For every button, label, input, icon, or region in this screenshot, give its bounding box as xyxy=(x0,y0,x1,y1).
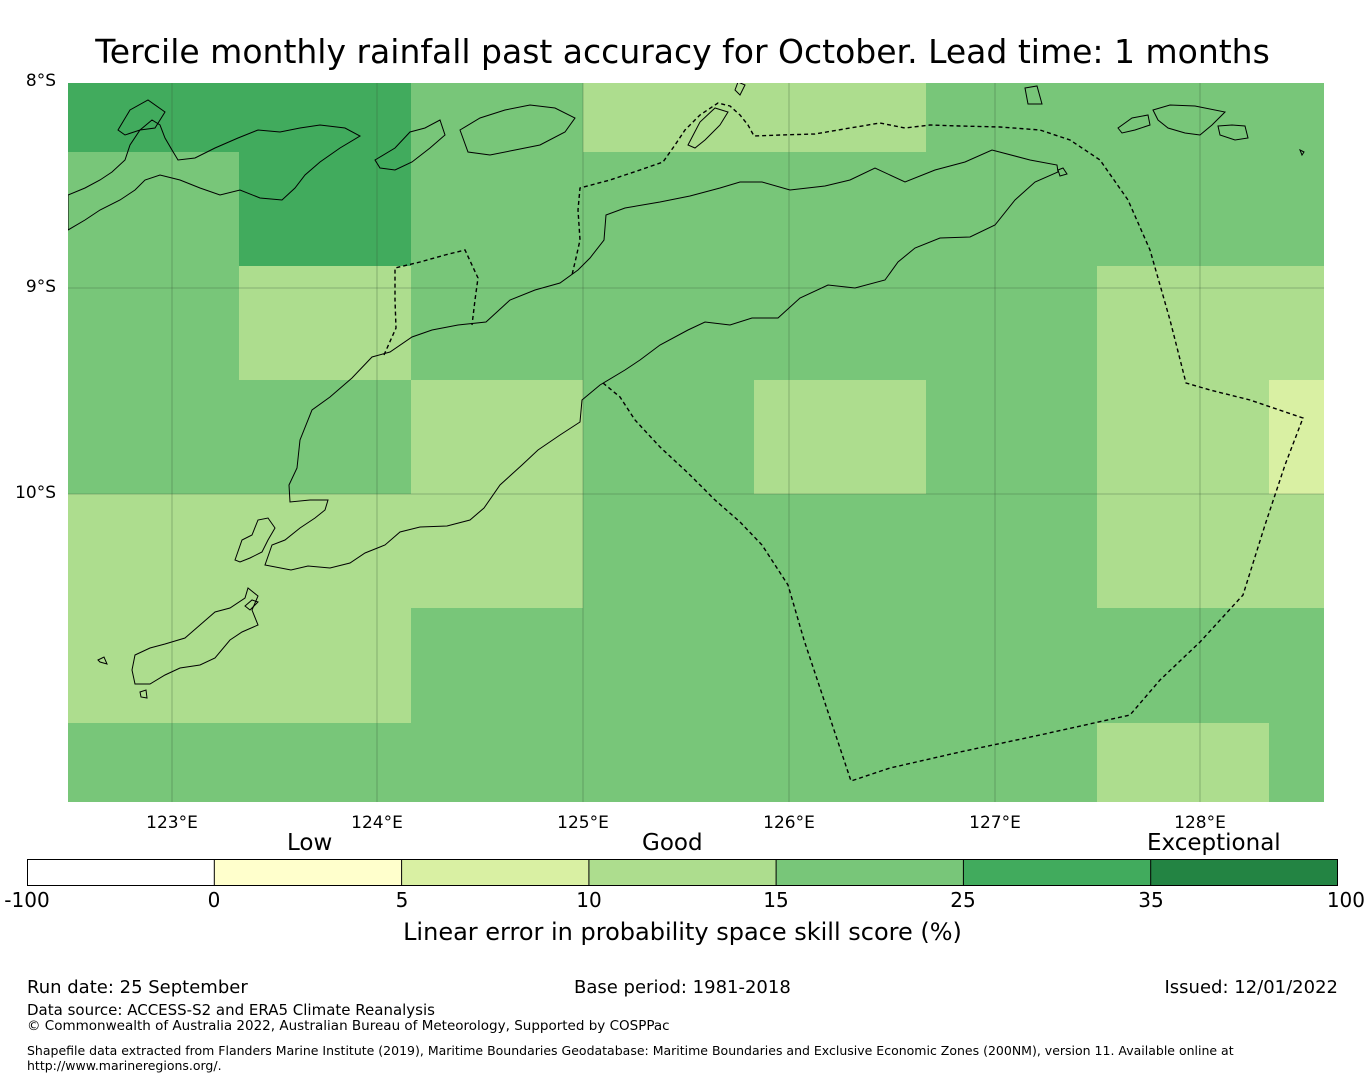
category-low: Low xyxy=(287,830,333,856)
lon-label-124e: 124°E xyxy=(351,813,403,833)
grid-cell xyxy=(411,608,1324,723)
copyright-notice: © Commonwealth of Australia 2022, Austra… xyxy=(27,1018,670,1034)
grid-cell xyxy=(68,723,1097,802)
colorbar-label: Linear error in probability space skill … xyxy=(403,918,962,946)
colorbar-segment xyxy=(963,859,1151,886)
issued-date: Issued: 12/01/2022 xyxy=(1164,977,1338,998)
timor-island-coastline xyxy=(264,149,1059,571)
lon-label-125e: 125°E xyxy=(557,813,609,833)
lat-label-8s: 8°S xyxy=(25,71,56,91)
grid-cell xyxy=(68,608,411,723)
lat-label-9s: 9°S xyxy=(25,277,56,297)
lat-label-10s: 10°S xyxy=(15,483,56,503)
grid-cell xyxy=(239,83,411,266)
grid-cell xyxy=(926,380,1097,494)
grid-cell xyxy=(1097,380,1269,494)
grid-cell xyxy=(68,494,583,608)
colorbar-tick: 25 xyxy=(950,888,976,912)
shapefile-credit-line2: http://www.marineregions.org/. xyxy=(27,1058,222,1073)
grid-cell xyxy=(411,83,583,266)
skill-grid xyxy=(68,83,1324,802)
base-period: Base period: 1981-2018 xyxy=(574,977,791,998)
colorbar-tick: 5 xyxy=(395,888,409,912)
run-date: Run date: 25 September xyxy=(27,977,248,998)
colorbar-segment xyxy=(1150,859,1338,886)
grid-cell xyxy=(1097,494,1324,608)
colorbar-tick: 100 xyxy=(1326,888,1365,912)
colorbar-segment xyxy=(588,859,777,886)
grid-cell xyxy=(68,266,239,380)
grid-cell xyxy=(411,266,1097,380)
data-source: Data source: ACCESS-S2 and ERA5 Climate … xyxy=(27,1001,435,1019)
grid-cell xyxy=(754,380,926,494)
category-exceptional: Exceptional xyxy=(1147,830,1281,856)
oecusse-eez-boundary xyxy=(383,249,479,356)
grid-cell xyxy=(926,83,1324,266)
lon-label-126e: 126°E xyxy=(763,813,815,833)
grid-cell xyxy=(411,380,583,494)
grid-cell xyxy=(1269,380,1324,494)
colorbar xyxy=(27,859,1338,886)
wetar-island-coastline xyxy=(687,107,729,149)
colorbar-tick: 35 xyxy=(1138,888,1164,912)
colorbar-segment xyxy=(776,859,964,886)
colorbar-tick: -100 xyxy=(4,888,50,912)
colorbar-segment xyxy=(214,859,402,886)
grid-cell xyxy=(1269,723,1324,802)
grid-cell xyxy=(239,266,411,380)
grid-cell xyxy=(583,380,754,494)
grid-cell xyxy=(68,152,239,266)
grid-cell xyxy=(583,83,926,152)
colorbar-segment xyxy=(401,859,589,886)
category-good: Good xyxy=(642,830,703,856)
grid-cell xyxy=(583,152,926,266)
skill-score-map xyxy=(68,83,1324,802)
lon-label-123e: 123°E xyxy=(146,813,198,833)
grid-cell xyxy=(1097,723,1269,802)
timor-leste-eez-boundary xyxy=(571,102,1304,782)
grid-cell xyxy=(68,380,411,494)
lon-label-128e: 128°E xyxy=(1174,813,1226,833)
colorbar-tick: 10 xyxy=(576,888,602,912)
grid-cell xyxy=(1097,266,1324,380)
shapefile-credit-line1: Shapefile data extracted from Flanders M… xyxy=(27,1043,1234,1058)
coastlines xyxy=(68,83,1305,699)
graticule xyxy=(68,83,1324,802)
sawu-island-coastline xyxy=(131,587,259,685)
north-islands-coastline xyxy=(68,119,362,231)
colorbar-segment xyxy=(27,859,215,886)
grid-cell xyxy=(68,83,239,152)
colorbar-tick: 15 xyxy=(763,888,789,912)
colorbar-tick: 0 xyxy=(207,888,221,912)
rote-island-coastline xyxy=(234,517,276,563)
lon-label-127e: 127°E xyxy=(969,813,1021,833)
map-title: Tercile monthly rainfall past accuracy f… xyxy=(95,32,1270,71)
eez-boundaries xyxy=(383,102,1304,782)
grid-cell xyxy=(583,494,1097,608)
